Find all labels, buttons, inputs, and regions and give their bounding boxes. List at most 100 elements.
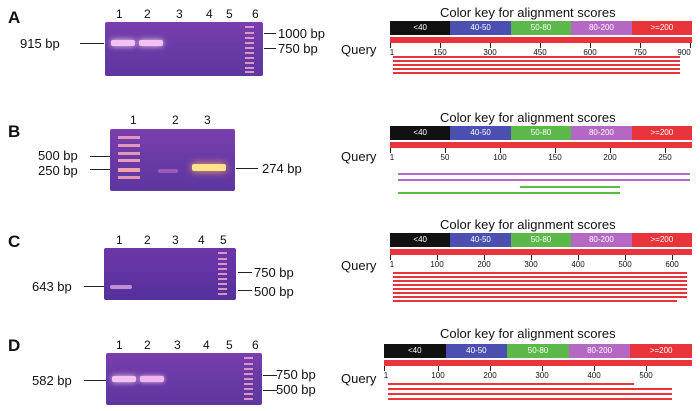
size-label: 750 bp: [278, 41, 318, 56]
axis-tick-label: 400: [571, 260, 585, 269]
size-label: 1000 bp: [278, 26, 325, 41]
gel-band: [112, 376, 136, 382]
key-segment: 50-80: [510, 21, 572, 35]
key-segment: 80-200: [571, 21, 632, 35]
axis-tick-label: 200: [603, 153, 617, 162]
key-segment: 40-50: [450, 126, 511, 140]
axis-tick-label: 150: [433, 48, 447, 57]
lane-number: 6: [252, 7, 259, 21]
alignment-hit: [398, 173, 690, 175]
panel-a: A 1 2 3 4 5 6 915 bp 1000 bp 750 bp Colo…: [0, 0, 700, 100]
lane-number: 4: [198, 233, 205, 247]
axis-tick-label: 1: [389, 48, 395, 57]
panel-b: B 1 2 3 500 bp 250 bp 274 bp Color key f…: [0, 100, 700, 205]
alignment-hit: [393, 64, 680, 66]
size-pointer: [264, 33, 276, 34]
axis-tick-label: 200: [483, 371, 497, 380]
lane-number: 2: [144, 338, 151, 352]
color-key-title: Color key for alignment scores: [440, 110, 616, 125]
panel-d: D 1 2 3 4 5 6 582 bp 750 bp 500 bp Color…: [0, 310, 700, 411]
color-key-title: Color key for alignment scores: [440, 326, 616, 341]
size-pointer: [90, 169, 110, 170]
dna-ladder: [245, 24, 254, 74]
axis-tick-label: 600: [583, 48, 597, 57]
size-pointer: [84, 286, 104, 287]
axis-tick-label: 600: [665, 260, 679, 269]
gel-image: [104, 248, 236, 300]
size-label: 500 bp: [254, 284, 294, 299]
size-pointer: [80, 43, 104, 44]
panel-label: A: [8, 8, 21, 27]
query-label: Query: [341, 149, 377, 164]
key-segment: 50-80: [507, 344, 569, 358]
alignment-hit: [393, 56, 680, 58]
query-bar: [390, 249, 692, 255]
axis-tick-label: 100: [493, 153, 507, 162]
lane-number: 2: [144, 7, 151, 21]
size-label: 750 bp: [254, 265, 294, 280]
size-pointer: [236, 168, 258, 169]
axis-tick-label: 1: [389, 153, 395, 162]
panel-label: B: [8, 122, 21, 141]
size-pointer: [90, 156, 110, 157]
alignment-hit: [393, 272, 687, 274]
size-pointer: [238, 290, 252, 291]
axis-tick-label: 100: [431, 371, 445, 380]
alignment-hit: [393, 280, 687, 282]
size-label: 750 bp: [276, 367, 316, 382]
axis-tick-label: 900: [677, 48, 691, 57]
lane-number: 6: [252, 338, 259, 352]
gel-image: [105, 22, 263, 76]
axis-tick-label: 100: [430, 260, 444, 269]
dna-ladder: [218, 250, 227, 298]
key-segment: 80-200: [571, 126, 632, 140]
gel-band: [158, 169, 178, 173]
query-bar: [384, 360, 692, 366]
gel-band: [192, 164, 226, 171]
alignment-hit: [398, 179, 690, 181]
alignment-hit: [393, 288, 687, 290]
query-label: Query: [341, 371, 377, 386]
alignment-hit: [388, 388, 672, 390]
dna-ladder: [118, 133, 140, 183]
lane-number: 4: [206, 7, 213, 21]
key-segment: 80-200: [568, 344, 631, 358]
alignment-hit: [393, 300, 677, 302]
lane-number: 5: [226, 338, 233, 352]
alignment-hit: [393, 296, 687, 298]
key-segment: 50-80: [510, 126, 572, 140]
key-segment: 40-50: [445, 344, 508, 358]
panel-label: C: [8, 232, 21, 251]
size-label: 500 bp: [38, 148, 78, 163]
gel-band: [140, 376, 164, 382]
query-bar: [390, 37, 692, 43]
query-label: Query: [341, 42, 377, 57]
query-bar: [390, 142, 692, 148]
size-pointer: [263, 375, 277, 376]
dna-ladder: [244, 355, 253, 403]
color-key-title: Color key for alignment scores: [440, 5, 616, 20]
lane-number: 3: [174, 338, 181, 352]
axis-tick-label: 50: [440, 153, 450, 162]
gel-band: [111, 40, 135, 46]
axis-tick-label: 150: [548, 153, 562, 162]
alignment-hit: [393, 284, 687, 286]
size-label: 274 bp: [262, 161, 302, 176]
key-segment: 40-50: [450, 233, 511, 247]
alignment-hit: [393, 60, 680, 62]
axis-tick-label: 1: [383, 371, 389, 380]
size-label: 500 bp: [276, 382, 316, 397]
lane-number: 5: [220, 233, 227, 247]
key-segment: >=200: [631, 21, 693, 35]
key-segment: >=200: [630, 344, 692, 358]
color-key-bar: <40 40-50 50-80 80-200 >=200: [390, 126, 693, 140]
key-segment: >=200: [631, 126, 693, 140]
panel-label: D: [8, 336, 21, 355]
size-label: 915 bp: [20, 36, 60, 51]
lane-number: 2: [172, 113, 179, 127]
size-label: 643 bp: [32, 279, 72, 294]
lane-number: 1: [116, 338, 123, 352]
alignment-hit: [393, 72, 680, 74]
query-axis: 1 100 200 300 400 500 600: [390, 255, 692, 269]
key-segment: <40: [390, 126, 451, 140]
